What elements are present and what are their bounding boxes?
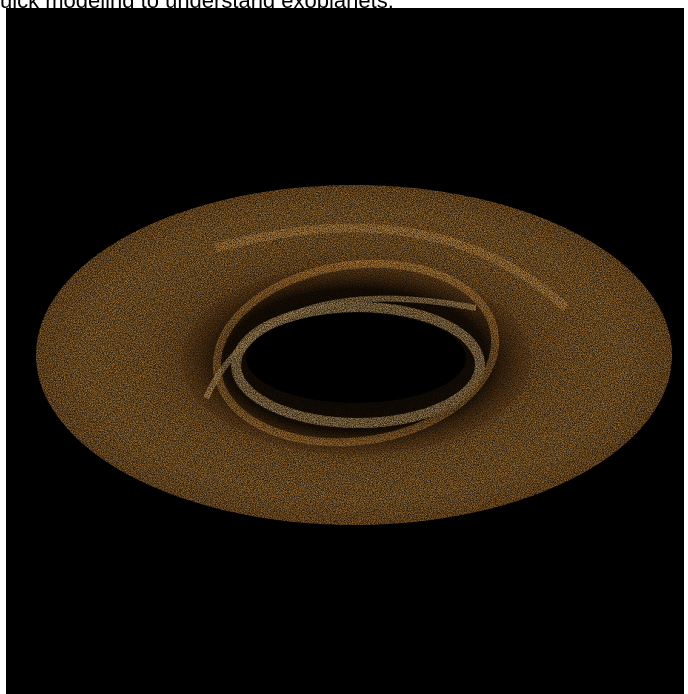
caption-text: uick modeling to understand exoplanets. — [0, 0, 688, 12]
inner-ring — [203, 223, 570, 447]
central-void — [246, 313, 466, 403]
debris-disk-image — [6, 8, 684, 694]
debris-disk-illustration — [6, 8, 684, 694]
